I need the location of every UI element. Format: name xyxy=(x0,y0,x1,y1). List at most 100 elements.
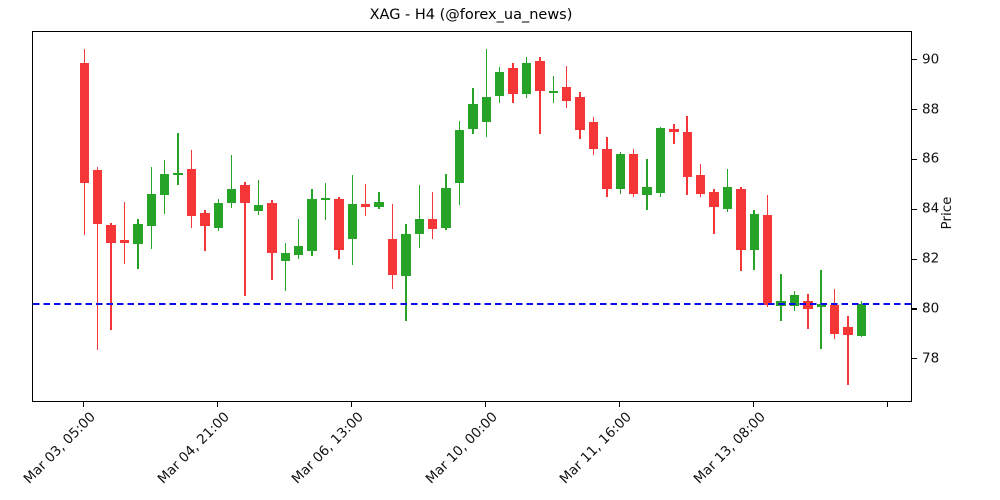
candle-body-up xyxy=(374,201,384,207)
candle-wick-up xyxy=(552,75,554,104)
candle-body-down xyxy=(119,240,130,243)
candle-body-up xyxy=(133,223,143,244)
candle-body-up xyxy=(253,205,264,212)
x-axis-tick xyxy=(350,402,352,407)
candle-wick-up xyxy=(418,185,421,248)
candle-body-down xyxy=(508,68,518,95)
candle-wick-up xyxy=(820,270,822,349)
y-axis-tick xyxy=(912,358,917,360)
x-axis-tick-label: Mar 13, 08:00 xyxy=(690,409,769,488)
y-axis-tick xyxy=(912,208,917,210)
candle-body-up xyxy=(401,233,411,277)
candle-wick-down xyxy=(431,191,434,239)
candle-body-down xyxy=(240,185,250,203)
y-axis-tick xyxy=(912,258,917,260)
candle-body-down xyxy=(561,86,572,101)
candle-body-down xyxy=(93,170,103,224)
candle-wick-up xyxy=(780,273,782,322)
candle-body-down xyxy=(79,63,89,183)
candle-body-up xyxy=(642,186,652,196)
candle-wick-down xyxy=(110,222,112,330)
candle-body-up xyxy=(722,186,733,210)
plot-area xyxy=(32,31,912,402)
candle-body-up xyxy=(494,71,505,96)
x-axis-tick-label: Mar 06, 13:00 xyxy=(288,409,367,488)
candle-body-down xyxy=(267,202,277,253)
candle-body-down xyxy=(427,218,438,229)
candle-wick-down xyxy=(364,184,367,217)
candle-body-up xyxy=(481,96,491,122)
candle-body-up xyxy=(468,104,478,130)
candle-body-down xyxy=(736,189,746,251)
candle-body-up xyxy=(414,218,424,234)
candle-wick-up xyxy=(230,155,233,208)
x-axis-tick xyxy=(886,402,888,407)
candle-body-up xyxy=(146,194,156,227)
candle-body-up xyxy=(816,303,826,308)
candle-body-down xyxy=(682,131,692,177)
candle-body-up xyxy=(320,197,331,201)
candle-wick-up xyxy=(485,49,488,137)
candle-body-up xyxy=(441,187,451,228)
candle-body-up xyxy=(856,303,867,337)
chart-title: XAG - H4 (@forex_ua_news) xyxy=(369,7,573,23)
candle-body-down xyxy=(588,121,599,150)
candle-body-down xyxy=(106,225,116,243)
candle-wick-down xyxy=(713,189,715,234)
candle-wick-up xyxy=(284,242,287,292)
y-axis-tick xyxy=(912,308,917,310)
candle-body-up xyxy=(213,202,223,228)
candle-body-up xyxy=(173,172,183,176)
candle-body-up xyxy=(615,154,625,190)
candle-body-down xyxy=(762,215,773,305)
y-axis-tick-label: 78 xyxy=(922,350,940,367)
candle-body-down xyxy=(843,327,853,335)
candle-body-down xyxy=(695,175,706,195)
y-axis-tick xyxy=(912,59,917,61)
candle-body-up xyxy=(160,174,170,196)
x-axis-tick xyxy=(82,402,84,407)
candle-body-down xyxy=(334,199,344,251)
candle-body-down xyxy=(803,301,813,309)
x-axis-tick-label: Mar 03, 05:00 xyxy=(20,409,99,488)
candle-wick-up xyxy=(297,218,300,259)
y-axis-title: Price xyxy=(939,196,955,230)
x-axis-tick xyxy=(752,402,754,407)
x-axis-tick xyxy=(618,402,620,407)
x-axis-tick xyxy=(216,402,218,407)
candle-wick-up xyxy=(378,191,380,209)
candle-body-up xyxy=(454,130,465,183)
candle-body-down xyxy=(535,60,545,91)
candle-wick-up xyxy=(177,132,179,186)
candle-wick-up xyxy=(646,159,648,211)
candle-body-down xyxy=(628,154,639,195)
candle-body-up xyxy=(293,246,304,256)
x-axis-tick-label: Mar 10, 00:00 xyxy=(422,409,501,488)
x-axis-tick-label: Mar 04, 21:00 xyxy=(154,409,233,488)
candle-body-up xyxy=(789,295,800,307)
candle-body-up xyxy=(307,199,317,252)
candle-body-up xyxy=(521,63,532,95)
candle-wick-down xyxy=(96,166,99,350)
candle-wick-up xyxy=(137,218,139,269)
y-axis-tick xyxy=(912,109,917,111)
candle-wick-down xyxy=(539,56,541,135)
candle-body-down xyxy=(387,238,398,276)
candle-body-down xyxy=(186,169,197,217)
y-axis-tick-label: 88 xyxy=(922,101,940,118)
x-axis-tick-label: Mar 11, 16:00 xyxy=(556,409,635,488)
y-axis-tick xyxy=(912,158,917,160)
y-axis-tick-label: 86 xyxy=(922,151,940,168)
y-axis-tick-label: 90 xyxy=(922,51,940,68)
candle-wick-up xyxy=(257,180,260,216)
candle-wick-up xyxy=(324,182,327,221)
y-axis-tick-label: 84 xyxy=(922,200,940,217)
candle-body-down xyxy=(575,96,585,131)
candle-body-up xyxy=(655,127,666,193)
candle-body-down xyxy=(360,204,371,207)
candle-wick-down xyxy=(847,316,849,385)
candle-wick-down xyxy=(204,210,206,252)
y-axis-tick-label: 80 xyxy=(922,300,940,317)
candle-body-down xyxy=(602,149,612,190)
